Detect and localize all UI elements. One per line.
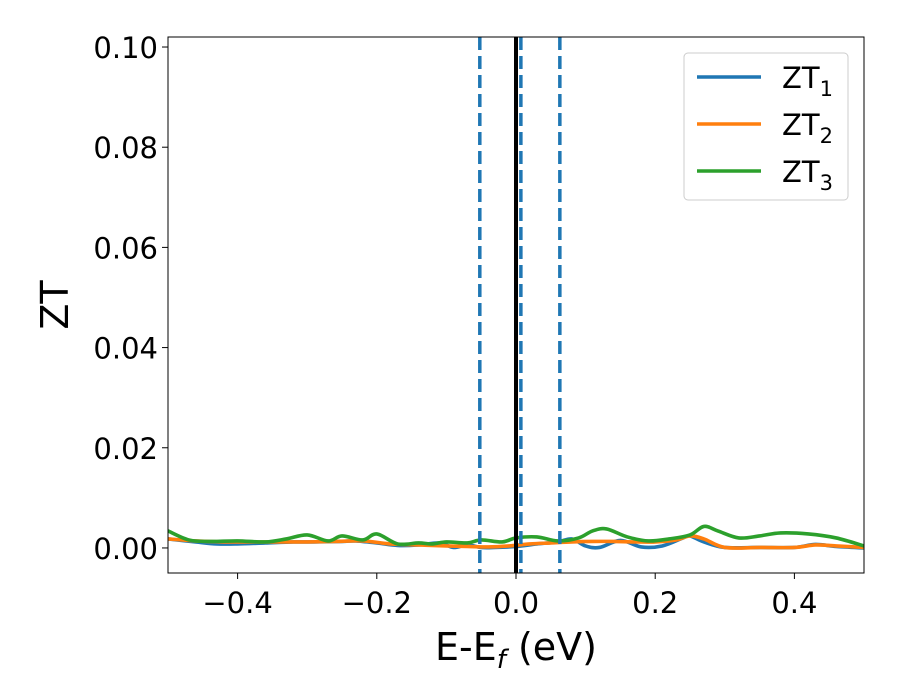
x-tick-label: 0.0 — [493, 586, 539, 620]
x-axis-label: E-Ef (eV) — [435, 625, 597, 675]
legend-frame — [683, 52, 849, 201]
y-tick-label: 0.04 — [93, 332, 158, 366]
y-axis: 0.00 0.02 0.04 0.06 0.08 0.10 — [93, 31, 168, 566]
y-axis-label: ZT — [33, 280, 77, 330]
y-tick-label: 0.02 — [93, 432, 158, 466]
series-line-3 — [168, 524, 864, 548]
y-tick-label: 0.10 — [93, 31, 158, 65]
x-tick-label: −0.2 — [342, 586, 412, 620]
series-line-2 — [168, 534, 864, 550]
plot-area — [168, 37, 864, 573]
legend: ZT1 ZT2 ZT3 — [683, 52, 849, 201]
legend-label-1: ZT1 — [782, 61, 833, 101]
legend-label-2: ZT2 — [782, 108, 833, 148]
y-tick-label: 0.06 — [93, 231, 158, 265]
x-tick-label: −0.4 — [202, 586, 272, 620]
legend-label-3: ZT3 — [782, 155, 833, 195]
y-tick-label: 0.00 — [93, 532, 158, 566]
x-tick-label: 0.4 — [771, 586, 817, 620]
y-tick-label: 0.08 — [93, 131, 158, 165]
x-tick-label: 0.2 — [632, 586, 678, 620]
x-axis: −0.4 −0.2 0.0 0.2 0.4 — [202, 573, 817, 620]
